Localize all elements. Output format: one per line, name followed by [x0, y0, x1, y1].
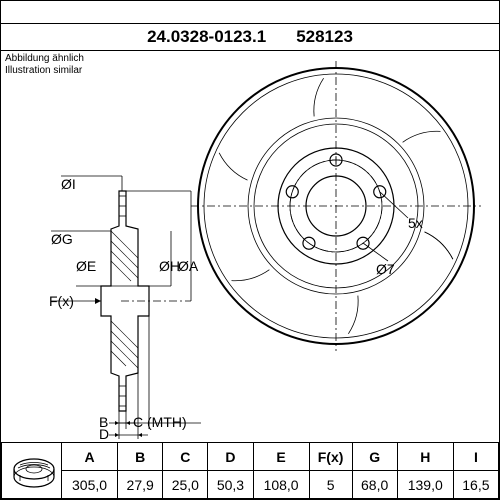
side-profile-drawing: ØI ØG ØE ØH ØA F(x)	[41, 151, 121, 331]
drawing-area: ØI ØG ØE ØH ØA F(x)	[1, 51, 499, 415]
val-g: 68,0	[352, 471, 397, 499]
disc-icon-cell	[2, 443, 62, 499]
label-hole-diam: Ø7	[376, 261, 395, 277]
col-e: E	[253, 443, 309, 471]
short-code: 528123	[296, 27, 353, 47]
label-f: F(x)	[49, 293, 74, 309]
label-bolt-count: 5x	[408, 215, 423, 231]
val-c: 25,0	[163, 471, 208, 499]
val-b: 27,9	[118, 471, 163, 499]
disc-icon	[6, 447, 58, 495]
front-disc-drawing: Ø7 5x	[191, 61, 481, 351]
col-g: G	[352, 443, 397, 471]
val-a: 305,0	[62, 471, 118, 499]
col-f: F(x)	[309, 443, 352, 471]
part-number: 24.0328-0123.1	[147, 27, 266, 47]
col-a: A	[62, 443, 118, 471]
col-c: C	[163, 443, 208, 471]
col-d: D	[208, 443, 253, 471]
val-e: 108,0	[253, 471, 309, 499]
label-diam-h: ØH	[159, 258, 180, 274]
val-d: 50,3	[208, 471, 253, 499]
dimension-table: A B C D E F(x) G H I 305,0 27,9 25,0 50,…	[1, 442, 499, 499]
label-c: C (MTH)	[133, 414, 187, 430]
col-h: H	[397, 443, 453, 471]
val-f: 5	[309, 471, 352, 499]
col-i: I	[453, 443, 498, 471]
val-i: 16,5	[453, 471, 498, 499]
diagram-container: 24.0328-0123.1 528123 Abbildung ähnlich …	[0, 0, 500, 500]
table-value-row: 305,0 27,9 25,0 50,3 108,0 5 68,0 139,0 …	[2, 471, 499, 499]
label-diam-i: ØI	[61, 176, 76, 192]
val-h: 139,0	[397, 471, 453, 499]
title-bar: 24.0328-0123.1 528123	[1, 23, 499, 51]
table-header-row: A B C D E F(x) G H I	[2, 443, 499, 471]
label-diam-g: ØG	[51, 231, 73, 247]
col-b: B	[118, 443, 163, 471]
label-d: D	[99, 426, 109, 442]
label-diam-e: ØE	[76, 258, 96, 274]
